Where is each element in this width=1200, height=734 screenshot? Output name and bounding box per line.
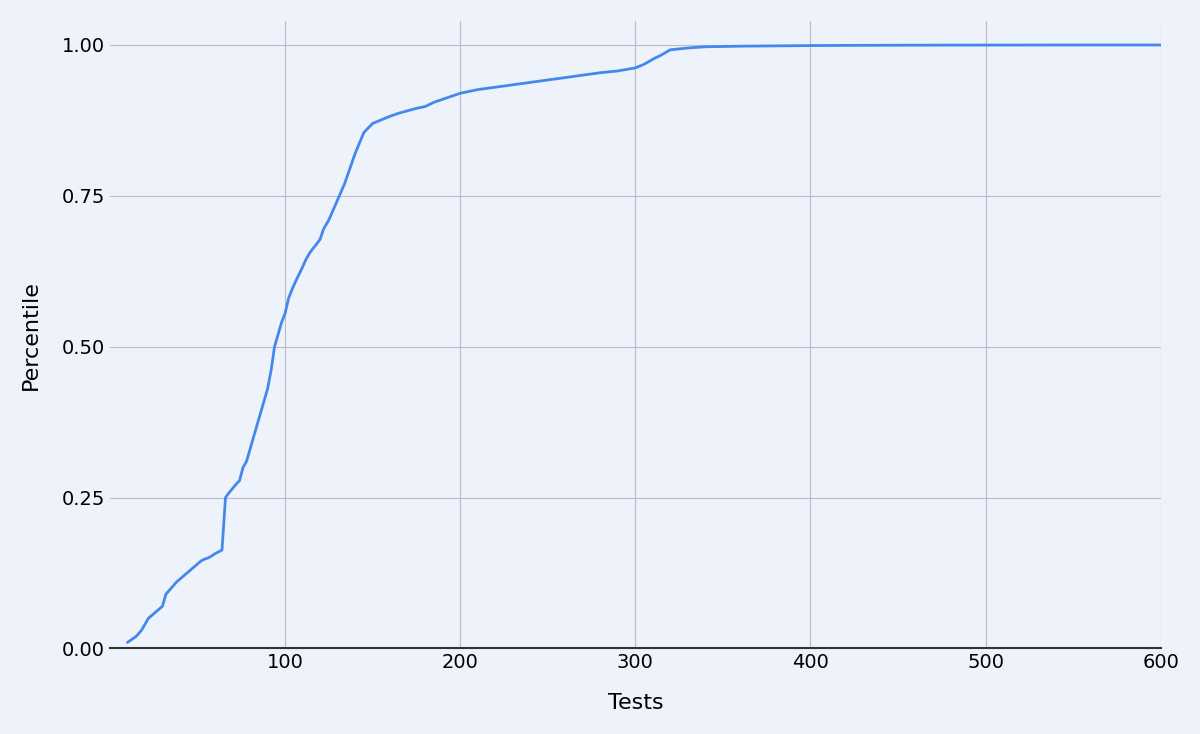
Y-axis label: Percentile: Percentile bbox=[20, 280, 41, 390]
X-axis label: Tests: Tests bbox=[607, 693, 664, 713]
